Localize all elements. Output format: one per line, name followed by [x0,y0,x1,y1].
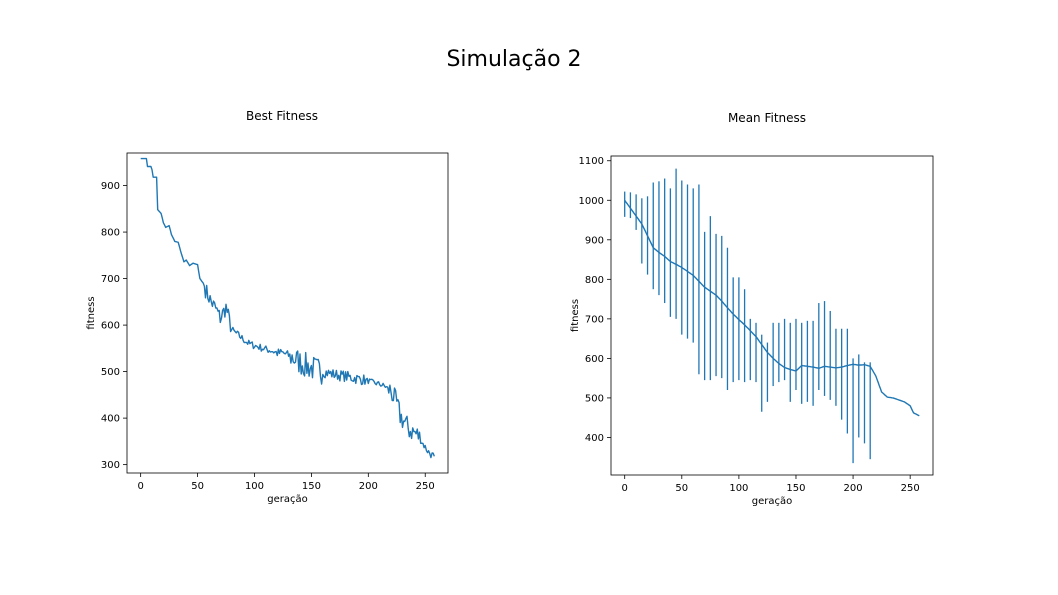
y-tick-label: 800 [585,275,604,286]
mean-fitness-panel: Mean Fitness 0 50 100 150 200 250 400 500 600 700 8… [570,111,934,507]
y-tick-label: 300 [101,460,120,471]
x-axis-label: geração [267,494,307,505]
x-tick-label: 50 [191,481,204,492]
x-tick-label: 0 [137,481,143,492]
y-tick-label: 400 [101,414,120,425]
y-tick-label: 900 [101,181,120,192]
x-tick-label: 0 [622,483,628,494]
x-tick-label: 200 [359,481,378,492]
y-tick-label: 800 [101,228,120,239]
x-axis-label: geração [752,496,792,507]
y-tick-label: 700 [585,314,604,325]
x-tick-label: 100 [245,481,264,492]
chart-title: Best Fitness [246,109,318,123]
y-tick-label: 400 [585,433,604,444]
x-tick-label: 150 [302,481,321,492]
figure-suptitle: Simulação 2 [446,47,581,72]
series-line [624,199,920,417]
y-tick-label: 900 [585,235,604,246]
y-tick-label: 500 [585,393,604,404]
y-tick-label: 600 [585,354,604,365]
y-tick-label: 1100 [579,156,604,167]
axes-frame [126,152,449,474]
x-tick-label: 200 [844,483,863,494]
x-tick-label: 250 [901,483,920,494]
x-tick-label: 50 [675,483,688,494]
y-axis-label: fitness [86,296,97,329]
x-tick-label: 250 [416,481,435,492]
y-tick-label: 500 [101,367,120,378]
x-tick-label: 150 [786,483,805,494]
y-tick-label: 700 [101,274,120,285]
chart-title: Mean Fitness [728,111,806,125]
axes-frame [610,155,934,476]
y-tick-label: 600 [101,321,120,332]
x-tick-label: 100 [729,483,748,494]
series-line [140,157,435,459]
y-tick-label: 1000 [579,196,604,207]
best-fitness-panel: Best Fitness 0 50 100 150 200 250 300 400 500 600 7… [86,109,449,505]
y-axis-label: fitness [570,299,581,332]
